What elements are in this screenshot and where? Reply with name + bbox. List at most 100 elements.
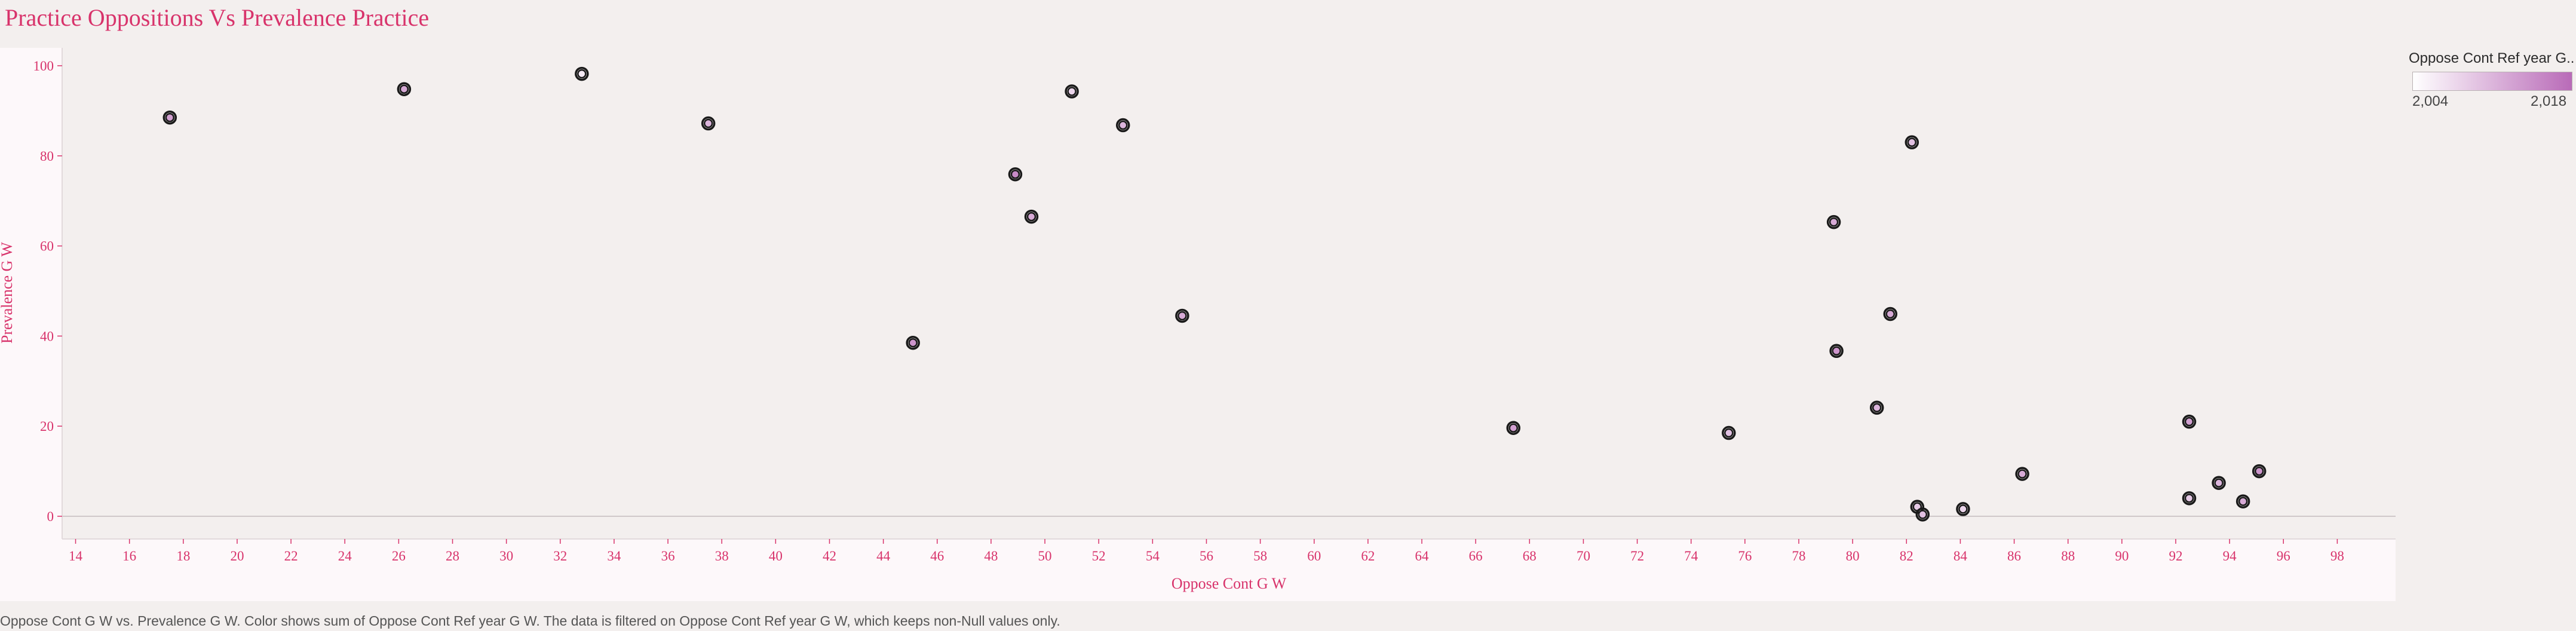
x-tick-label: 74 <box>1684 549 1698 563</box>
data-point[interactable] <box>1915 507 1930 522</box>
data-point-dot <box>2017 469 2027 479</box>
data-point-dot <box>1724 428 1734 438</box>
data-point-dot <box>1829 217 1839 227</box>
data-point-dot <box>1832 346 1841 356</box>
x-tick-label: 98 <box>2330 549 2344 563</box>
x-tick-label: 68 <box>1523 549 1537 563</box>
data-point[interactable] <box>1065 84 1079 99</box>
data-point[interactable] <box>1883 307 1897 321</box>
y-axis-band <box>0 48 62 601</box>
data-point-ring <box>1956 502 1970 516</box>
scatter-chart[interactable]: 14 16 18 20 22 24 26 28 30 32 34 36 38 40 42 44 46 48 50 52… <box>0 0 2396 604</box>
data-point-dot <box>2238 497 2248 506</box>
data-point-dot <box>1067 87 1077 96</box>
x-tick-label: 80 <box>1846 549 1860 563</box>
x-tick-label: 36 <box>661 549 675 563</box>
data-point-dot <box>165 112 175 122</box>
x-tick-label: 94 <box>2223 549 2237 563</box>
legend-title: Oppose Cont Ref year G.. <box>2409 50 2575 66</box>
data-point[interactable] <box>397 82 412 96</box>
x-tick-label: 54 <box>1146 549 1160 563</box>
x-tick-label: 92 <box>2169 549 2182 563</box>
data-point[interactable] <box>2015 467 2029 481</box>
data-point[interactable] <box>1008 167 1023 182</box>
data-point[interactable] <box>1024 209 1039 224</box>
data-point[interactable] <box>2182 491 2197 506</box>
data-point-dot <box>1010 169 1020 179</box>
data-point[interactable] <box>1869 400 1884 415</box>
data-point[interactable] <box>2212 476 2226 490</box>
x-tick-label: 76 <box>1738 549 1752 563</box>
plot-area <box>62 48 2396 539</box>
x-tick-label: 22 <box>284 549 298 563</box>
x-tick-label: 70 <box>1577 549 1590 563</box>
x-tick-label: 88 <box>2061 549 2075 563</box>
data-point-dot <box>1958 504 1968 514</box>
data-point[interactable] <box>2182 414 2197 429</box>
x-tick-label: 18 <box>176 549 190 563</box>
legend-color-ramp <box>2412 72 2572 91</box>
data-point-dot <box>399 84 409 94</box>
x-tick-label: 60 <box>1307 549 1321 563</box>
data-point[interactable] <box>1905 135 1919 149</box>
data-point-ring <box>1905 135 1919 149</box>
data-point-ring <box>1883 307 1897 321</box>
data-point[interactable] <box>2235 494 2250 509</box>
x-tick-label: 58 <box>1253 549 1267 563</box>
data-point[interactable] <box>1956 502 1970 516</box>
x-tick-label: 64 <box>1415 549 1430 563</box>
data-point[interactable] <box>1722 425 1736 440</box>
data-point[interactable] <box>2252 464 2267 479</box>
data-point[interactable] <box>1175 308 1189 323</box>
data-point[interactable] <box>162 110 177 125</box>
data-point-dot <box>2254 466 2264 476</box>
data-point[interactable] <box>701 116 716 131</box>
data-point[interactable] <box>1829 344 1844 359</box>
data-point-dot <box>2214 478 2224 488</box>
x-tick-label: 56 <box>1200 549 1213 563</box>
x-tick-label: 52 <box>1092 549 1106 563</box>
y-tick-label: 60 <box>40 239 54 254</box>
data-point-ring <box>1722 425 1736 440</box>
x-tick-label: 44 <box>876 549 891 563</box>
x-tick-label: 34 <box>607 549 621 563</box>
data-point[interactable] <box>1826 215 1841 229</box>
x-tick-label: 40 <box>769 549 783 563</box>
x-tick-label: 50 <box>1038 549 1052 563</box>
data-points <box>162 66 2267 522</box>
x-tick-label: 48 <box>984 549 998 563</box>
data-point-dot <box>1885 309 1895 319</box>
data-point-dot <box>908 338 918 348</box>
data-point-ring <box>1024 209 1039 224</box>
x-axis-ticks: 14 16 18 20 22 24 26 28 30 32 34 36 38 40 42 44 46 48 50 52… <box>69 539 2344 563</box>
data-point[interactable] <box>1506 421 1521 435</box>
x-tick-label: 16 <box>122 549 136 563</box>
data-point-ring <box>2235 494 2250 509</box>
x-tick-label: 90 <box>2115 549 2129 563</box>
y-tick-label: 80 <box>40 149 54 164</box>
y-tick-label: 100 <box>33 59 54 73</box>
data-point-ring <box>1065 84 1079 99</box>
x-tick-label: 32 <box>553 549 567 563</box>
data-point-dot <box>1026 212 1036 222</box>
x-tick-label: 72 <box>1630 549 1644 563</box>
x-tick-label: 66 <box>1469 549 1483 563</box>
data-point[interactable] <box>906 335 920 350</box>
x-tick-label: 62 <box>1361 549 1375 563</box>
data-point-dot <box>577 69 587 79</box>
y-tick-label: 40 <box>40 329 54 344</box>
data-point-dot <box>1918 510 1928 519</box>
x-tick-label: 20 <box>230 549 244 563</box>
data-point-dot <box>1872 403 1882 413</box>
x-axis-label: Oppose Cont G W <box>1172 575 1287 592</box>
x-tick-label: 82 <box>1900 549 1913 563</box>
data-point[interactable] <box>1115 118 1130 133</box>
chart-title: Practice Oppositions Vs Prevalence Pract… <box>5 4 430 31</box>
data-point-ring <box>162 110 177 125</box>
data-point[interactable] <box>575 66 589 81</box>
x-tick-label: 38 <box>715 549 729 563</box>
legend-max-label: 2,018 <box>2531 93 2567 109</box>
data-point-ring <box>701 116 716 131</box>
data-point-ring <box>1829 344 1844 359</box>
data-point-ring <box>2212 476 2226 490</box>
